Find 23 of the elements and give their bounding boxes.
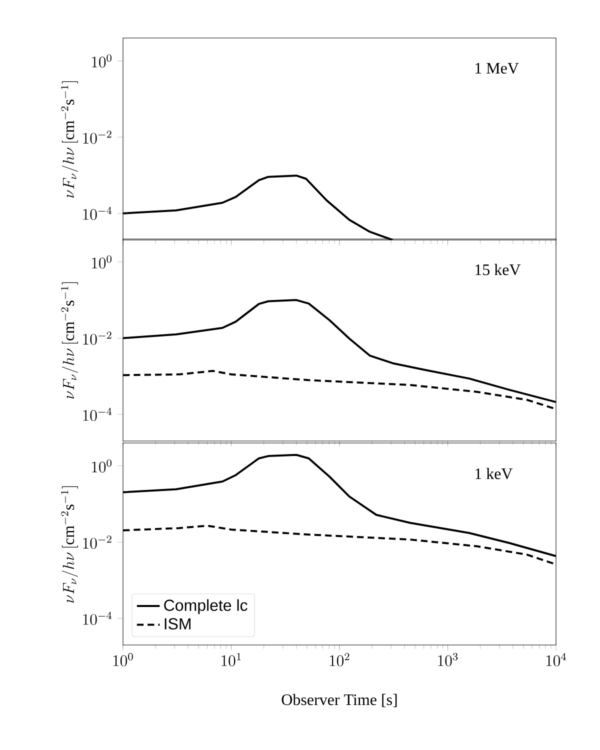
y-tick-label: $10^{0}$ bbox=[92, 54, 112, 68]
y-tick-label: $10^{-4}$ bbox=[83, 408, 112, 422]
y-axis-title: $\nu F_\nu/h\nu\,[\mathrm{cm}^{-2}\mathrm{s}^{-1}]$ bbox=[61, 486, 78, 603]
x-tick-label: $10^{2}$ bbox=[330, 653, 350, 666]
y-tick-label: $10^{-2}$ bbox=[83, 536, 112, 549]
x-tick-label: $10^{1}$ bbox=[222, 653, 241, 666]
annotation: 1 MeV bbox=[476, 62, 519, 74]
y-tick-label: $10^{-2}$ bbox=[83, 130, 112, 144]
x-tick-label: $10^{3}$ bbox=[438, 653, 458, 666]
x-tick-label: $10^{0}$ bbox=[113, 653, 133, 666]
y-axis-title: $\nu F_\nu/h\nu\,[\mathrm{cm}^{-2}\mathrm{s}^{-1}]$ bbox=[61, 81, 78, 198]
x-tick-label: $10^{4}$ bbox=[546, 652, 566, 666]
y-axis-title: $\nu F_\nu/h\nu\,[\mathrm{cm}^{-2}\mathrm{s}^{-1}]$ bbox=[61, 282, 78, 399]
legend-label: ISM bbox=[164, 618, 190, 630]
x-axis-title: Observer Time [s] bbox=[282, 694, 397, 708]
y-tick-label: $10^{0}$ bbox=[92, 459, 112, 473]
legend-label: Complete lc bbox=[164, 599, 248, 614]
annotation: 15 keV bbox=[476, 264, 521, 276]
y-tick-label: $10^{-2}$ bbox=[83, 332, 112, 345]
y-tick-label: $10^{-4}$ bbox=[83, 612, 112, 626]
y-tick-label: $10^{-4}$ bbox=[83, 206, 112, 220]
y-tick-label: $10^{0}$ bbox=[92, 255, 112, 269]
annotation: 1 keV bbox=[476, 468, 513, 480]
